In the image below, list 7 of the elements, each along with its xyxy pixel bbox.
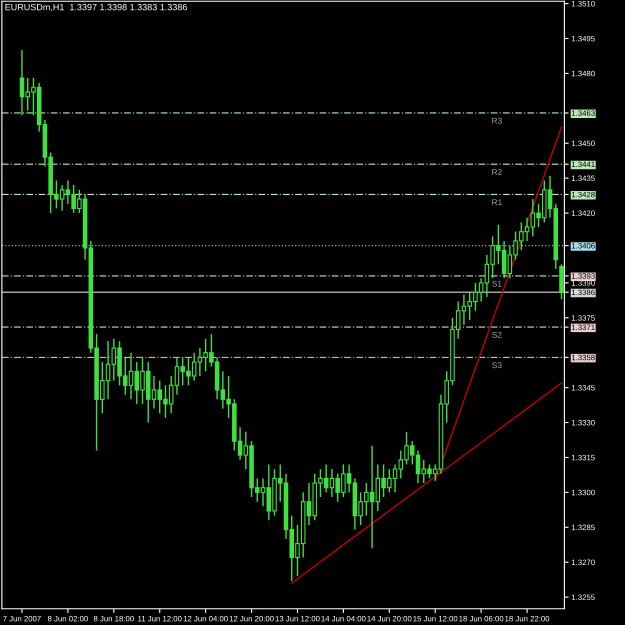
ref-line-label: R2 [492, 169, 502, 175]
ref-line-label: R1 [492, 199, 502, 206]
ref-line-label: S2 [492, 332, 502, 338]
ref-line-label: S3 [492, 362, 502, 368]
ref-line-label: R3 [492, 118, 502, 124]
chart-title: EURUSDm,H1 1.3397 1.3398 1.3383 1.3386 [5, 4, 187, 12]
ref-line-label: S1 [492, 280, 502, 287]
